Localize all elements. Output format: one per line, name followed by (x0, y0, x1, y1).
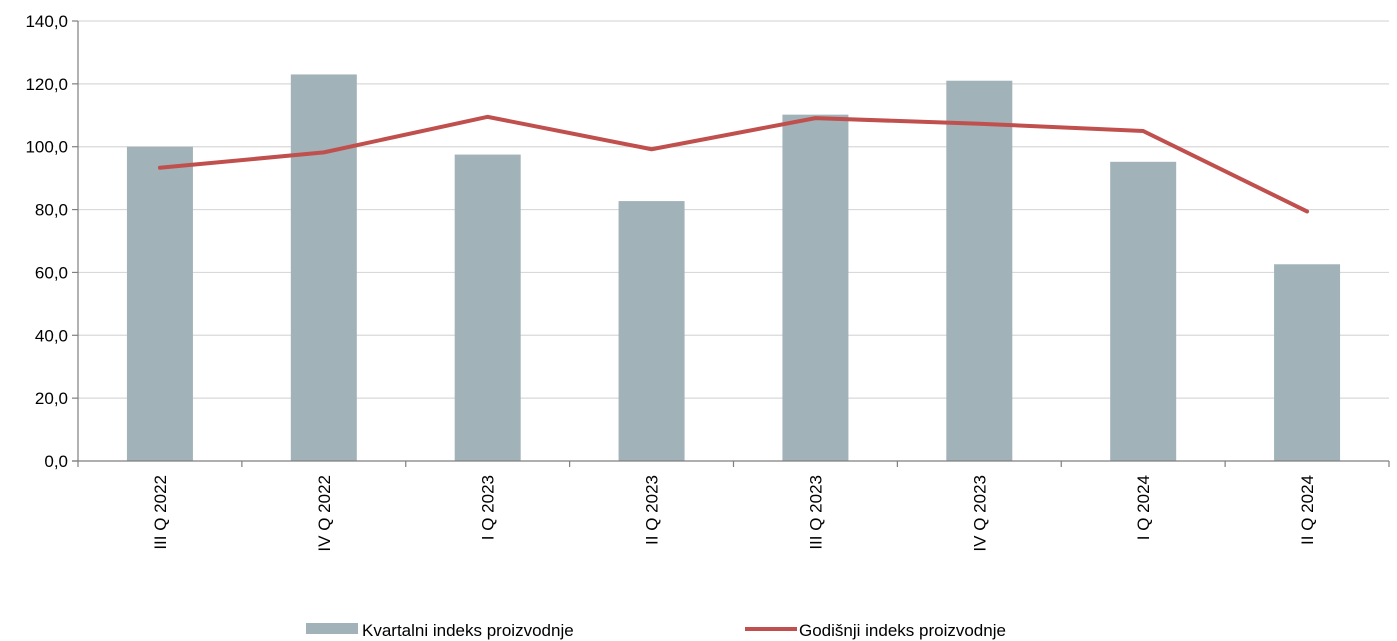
y-tick-label: 140,0 (25, 12, 68, 31)
x-tick-label: I Q 2024 (1134, 475, 1153, 540)
bar (946, 80, 1013, 461)
y-tick-label: 120,0 (25, 75, 68, 94)
x-tick-label: I Q 2023 (479, 475, 498, 540)
y-tick-label: 40,0 (35, 326, 68, 345)
line-series (157, 114, 1310, 214)
bar (1274, 264, 1341, 461)
y-tick-label: 60,0 (35, 263, 68, 282)
x-tick-label: IV Q 2022 (315, 475, 334, 552)
legend-label-bar: Kvartalni indeks proizvodnje (362, 621, 574, 640)
gridlines (78, 20, 1389, 399)
axes (72, 20, 1390, 467)
x-tick-label: II Q 2023 (643, 475, 662, 545)
x-tick-label: II Q 2024 (1298, 475, 1317, 545)
x-tick-label: III Q 2023 (806, 475, 825, 550)
bar (1110, 161, 1177, 462)
bar (782, 114, 849, 462)
line-series-path (157, 114, 1310, 214)
y-tick-label: 100,0 (25, 138, 68, 157)
bar (126, 146, 193, 461)
x-tick-labels: III Q 2022 IV Q 2022 I Q 2023 II Q 2023 III … (151, 475, 1317, 552)
y-tick-label: 80,0 (35, 201, 68, 220)
legend-swatch-bar (306, 623, 358, 634)
y-tick-label: 0,0 (44, 452, 68, 471)
bar (618, 201, 685, 462)
legend: Kvartalni indeks proizvodnje Godišnji ind… (306, 621, 1006, 640)
bar (290, 74, 357, 461)
y-tick-label: 20,0 (35, 389, 68, 408)
bar (454, 154, 521, 462)
x-tick-label: IV Q 2023 (970, 475, 989, 552)
x-tick-label: III Q 2022 (151, 475, 170, 550)
legend-label-line: Godišnji indeks proizvodnje (799, 621, 1006, 640)
bars (126, 74, 1341, 462)
y-tick-labels: 0,0 20,0 40,0 60,0 80,0 100,0 120,0 140,0 (25, 12, 68, 471)
